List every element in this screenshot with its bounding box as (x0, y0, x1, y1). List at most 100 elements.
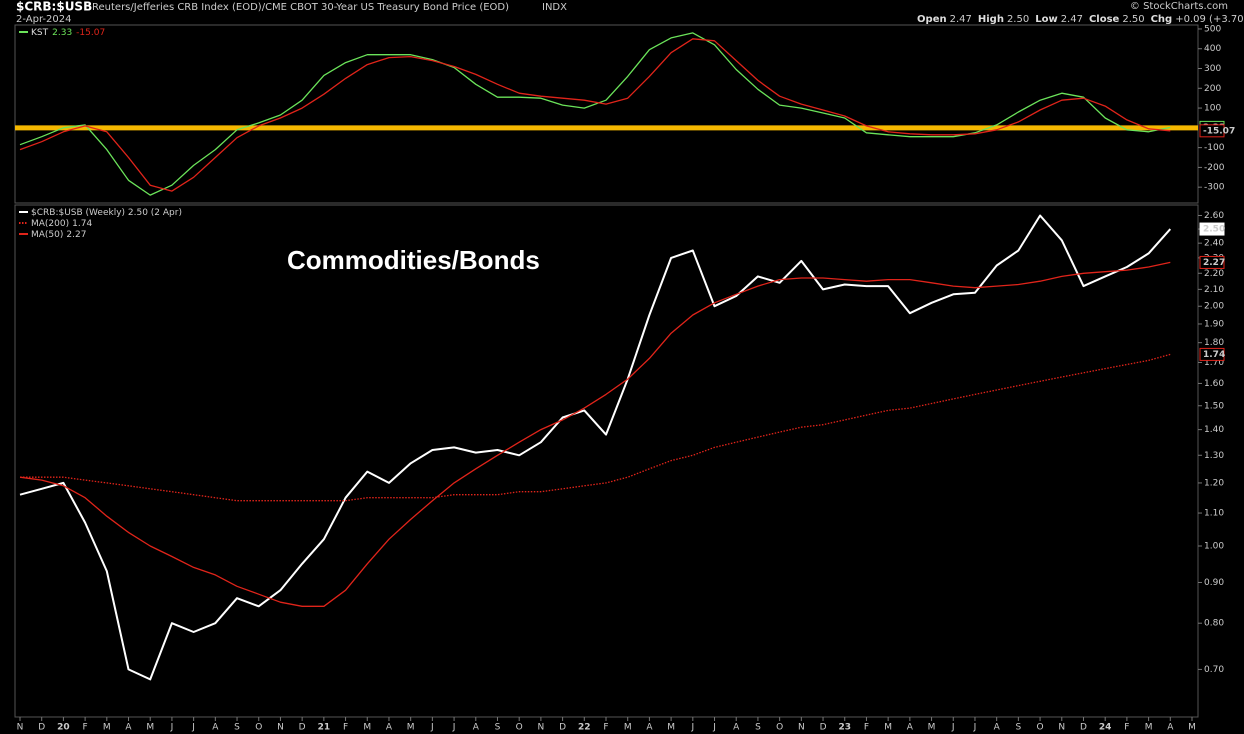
quote-label: High (978, 14, 1004, 25)
y-tick-label: 300 (1204, 64, 1221, 74)
x-tick-label: 20 (57, 723, 70, 733)
x-tick-label: N (538, 723, 545, 733)
x-tick-label: A (994, 723, 1001, 733)
legend-value: 2.27 (66, 230, 86, 240)
x-tick-label: D (820, 723, 827, 733)
x-tick-label: M (624, 723, 632, 733)
legend-value: 1.74 (72, 219, 92, 229)
price-panel-frame (14, 204, 1199, 718)
x-tick-label: M (103, 723, 111, 733)
x-tick-label: S (234, 723, 240, 733)
credit: © StockCharts.com (1130, 1, 1228, 12)
x-tick-label: M (928, 723, 936, 733)
symbol: $CRB:$USB (16, 0, 92, 14)
value-tag-box (1199, 222, 1225, 236)
series-line (20, 353, 1171, 502)
y-tick-label: 0.80 (1204, 619, 1224, 629)
x-tick-label: S (495, 723, 501, 733)
x-tick-label: M (667, 723, 675, 733)
value-tag: 1.74 (1203, 350, 1225, 360)
x-tick-label: 21 (318, 723, 331, 733)
date: 2-Apr-2024 (16, 14, 71, 25)
value-tag-box (1199, 255, 1225, 269)
x-tick-label: M (1145, 723, 1153, 733)
legend-name: MA(200) (31, 219, 69, 229)
y-tick-label: -100 (1204, 143, 1225, 153)
x-tick-label: J (690, 723, 694, 733)
y-tick-label: 1.50 (1204, 401, 1224, 411)
y-tick-label: 100 (1204, 104, 1221, 114)
x-tick-label: F (343, 723, 348, 733)
exchange: INDX (542, 2, 567, 13)
description: Reuters/Jefferies CRB Index (EOD)/CME CB… (92, 2, 509, 13)
series-line (19, 261, 1171, 607)
x-tick-label: 24 (1099, 723, 1112, 733)
legend-name: MA(50) (31, 230, 63, 240)
quote-value: 2.47 (1061, 14, 1083, 25)
quote-value: 2.47 (950, 14, 972, 25)
series-line (19, 38, 1171, 192)
quote-value: 2.50 (1122, 14, 1144, 25)
x-tick-label: A (386, 723, 393, 733)
legend-entry: $CRB:$USB (Weekly) 2.50 (2 Apr) (31, 208, 182, 218)
legend-name: KST (31, 28, 49, 38)
x-tick-label: O (776, 723, 783, 733)
x-tick-label: F (864, 723, 869, 733)
x-tick-label: S (755, 723, 761, 733)
y-tick-label: 0.70 (1204, 665, 1224, 675)
series-line (19, 32, 1171, 196)
x-tick-label: M (1188, 723, 1196, 733)
legend-kst: KST 2.33 -15.07 (31, 28, 105, 38)
x-tick-label: J (712, 723, 716, 733)
value-tag-box (1199, 347, 1225, 361)
x-tick-label: F (603, 723, 608, 733)
value-tag: 2.27 (1203, 258, 1225, 268)
y-tick-label: 2.60 (1204, 211, 1224, 221)
x-tick-label: O (1037, 723, 1044, 733)
quote-label: Close (1089, 14, 1120, 25)
x-tick-label: N (17, 723, 24, 733)
quote-label: Chg (1151, 14, 1173, 25)
y-tick-label: 1.60 (1204, 379, 1224, 389)
value-tag: -15.07 (1203, 126, 1235, 136)
value-tag-box (1199, 124, 1225, 138)
y-tick-label: 2.20 (1204, 269, 1224, 279)
y-tick-label: 1.20 (1204, 478, 1224, 488)
y-tick-label: 1.10 (1204, 509, 1224, 519)
x-tick-label: M (363, 723, 371, 733)
x-tick-label: A (212, 723, 219, 733)
y-tick-label: 2.00 (1204, 302, 1224, 312)
quote-value: +0.09 (+3.70%) (1175, 14, 1244, 25)
y-tick-label: 1.30 (1204, 451, 1224, 461)
x-tick-label: D (38, 723, 45, 733)
y-tick-label: 1.40 (1204, 425, 1224, 435)
x-tick-label: A (125, 723, 132, 733)
legend-value: -15.07 (76, 28, 105, 38)
y-tick-label: -300 (1204, 183, 1225, 193)
quote-label: Open (917, 14, 947, 25)
y-tick-label: 200 (1204, 84, 1221, 94)
x-tick-label: D (559, 723, 566, 733)
x-tick-label: F (1124, 723, 1129, 733)
x-tick-label: D (1080, 723, 1087, 733)
x-tick-label: A (1167, 723, 1174, 733)
x-tick-label: O (516, 723, 523, 733)
annotation: Commodities/Bonds (287, 245, 540, 275)
x-tick-label: A (907, 723, 914, 733)
x-tick-label: 22 (578, 723, 591, 733)
y-tick-label: 0.90 (1204, 578, 1224, 588)
y-tick-label: 400 (1204, 44, 1221, 54)
x-tick-label: N (798, 723, 805, 733)
y-tick-label: 500 (1204, 24, 1221, 34)
legend-entry: MA(200) 1.74 (31, 219, 92, 229)
y-tick-label: 1.70 (1204, 358, 1224, 368)
x-tick-label: A (646, 723, 653, 733)
y-tick-label: -200 (1204, 163, 1225, 173)
x-tick-label: N (1058, 723, 1065, 733)
x-tick-label: F (83, 723, 88, 733)
legend-entry: MA(50) 2.27 (31, 230, 86, 240)
x-tick-label: M (884, 723, 892, 733)
x-tick-label: M (146, 723, 154, 733)
x-tick-label: J (430, 723, 434, 733)
